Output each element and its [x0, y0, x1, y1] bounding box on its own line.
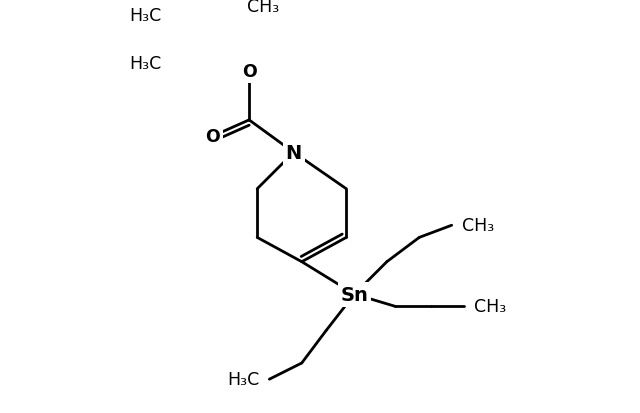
Text: H₃C: H₃C	[227, 370, 259, 388]
Text: N: N	[285, 143, 302, 162]
Text: O: O	[242, 63, 257, 81]
Text: O: O	[205, 128, 220, 146]
Text: H₃C: H₃C	[130, 55, 162, 73]
Text: CH₃: CH₃	[247, 0, 279, 17]
Text: CH₃: CH₃	[462, 217, 494, 235]
Text: Sn: Sn	[340, 285, 369, 304]
Text: H₃C: H₃C	[130, 7, 162, 24]
Text: CH₃: CH₃	[474, 297, 506, 316]
